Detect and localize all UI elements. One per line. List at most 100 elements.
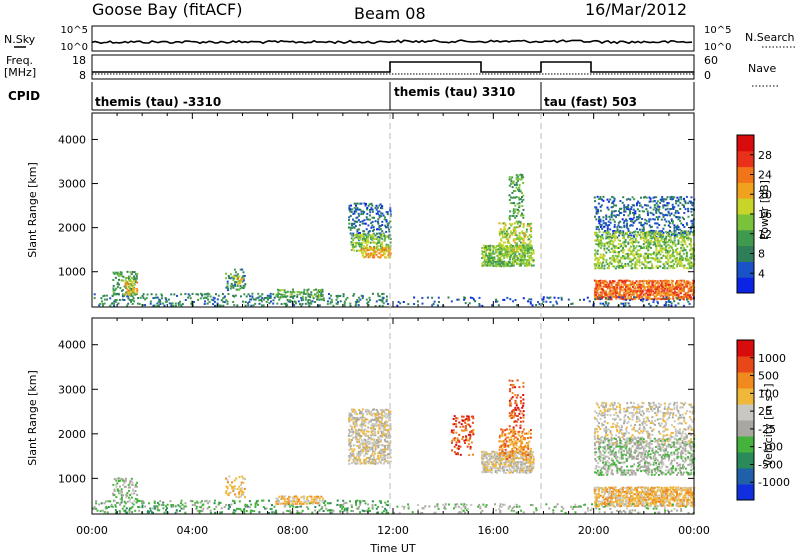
echo-cell [624, 210, 627, 213]
echo-cell [493, 260, 496, 263]
echo-cell [501, 222, 504, 225]
echo-cell [622, 196, 625, 199]
echo-cell [526, 249, 529, 252]
echo-cell [361, 450, 364, 453]
echo-cell [126, 270, 129, 273]
echo-cell [497, 254, 500, 257]
echo-cell [377, 420, 380, 423]
echo-cell [659, 202, 662, 204]
echo-cell [663, 239, 666, 242]
echo-cell [354, 500, 357, 503]
echo-cell [297, 500, 300, 503]
echo-cell [352, 416, 355, 419]
echo-cell [492, 259, 495, 262]
echo-cell [249, 509, 252, 512]
echo-cell [367, 409, 370, 412]
echo-cell [372, 462, 375, 465]
echo-cell [511, 253, 514, 256]
echo-cell [171, 302, 174, 305]
echo-cell [365, 450, 368, 453]
echo-cell [513, 196, 516, 199]
echo-cell [619, 287, 622, 290]
echo-cell [498, 448, 501, 451]
echo-cell [371, 423, 374, 425]
echo-cell [202, 507, 205, 510]
echo-cell [649, 267, 652, 270]
echo-cell [508, 463, 511, 466]
echo-cell [370, 254, 372, 256]
echo-cell [310, 500, 313, 503]
echo-cell [361, 441, 364, 443]
echo-cell [133, 275, 136, 278]
echo-cell [502, 246, 505, 249]
echo-cell [652, 281, 655, 284]
echo-cell [618, 226, 621, 229]
echo-cell [523, 256, 526, 259]
echo-cell [300, 299, 303, 302]
echo-cell [123, 299, 126, 301]
echo-cell [508, 199, 511, 201]
echo-cell [142, 501, 145, 504]
echo-cell [609, 218, 612, 221]
echo-cell [666, 287, 669, 290]
echo-cell [625, 298, 627, 301]
echo-cell [322, 297, 325, 300]
echo-cell [652, 231, 655, 234]
echo-cell [656, 205, 659, 208]
echo-cell [639, 245, 642, 248]
echo-cell [481, 461, 484, 464]
echo-cell [367, 434, 370, 437]
echo-cell [488, 459, 490, 461]
echo-cell [126, 494, 128, 497]
echo-cell [679, 232, 682, 235]
echo-cell [529, 464, 532, 467]
echo-cell [371, 238, 374, 241]
echo-cell [644, 235, 647, 238]
echo-cell [658, 244, 661, 247]
echo-cell [627, 206, 630, 209]
echo-cell [532, 249, 535, 252]
echo-cell [493, 246, 496, 249]
echo-cell [389, 237, 392, 240]
echo-cell [530, 227, 533, 229]
echo-cell [506, 459, 509, 462]
echo-cell [519, 457, 522, 460]
echo-cell [376, 412, 378, 415]
echo-cell [363, 202, 366, 205]
velocity-echoes [92, 379, 696, 514]
echo-cell [500, 444, 503, 447]
echo-cell [609, 298, 612, 301]
echo-cell [380, 235, 382, 238]
echo-cell [665, 231, 668, 233]
echo-cell [636, 283, 639, 286]
echo-cell [617, 292, 620, 295]
echo-cell [651, 298, 654, 301]
echo-cell [129, 283, 131, 286]
echo-cell [356, 413, 359, 416]
echo-cell [515, 469, 518, 472]
echo-cell [668, 220, 670, 223]
echo-cell [453, 423, 456, 426]
echo-cell [375, 300, 378, 303]
echo-cell [113, 289, 116, 292]
echo-cell [516, 238, 519, 241]
echo-cell [529, 301, 532, 303]
echo-cell [264, 507, 266, 510]
echo-cell [683, 197, 685, 200]
echo-cell [673, 196, 676, 199]
echo-cell [501, 254, 504, 257]
echo-cell [512, 300, 515, 303]
echo-cell [640, 196, 642, 199]
echo-cell [526, 262, 529, 265]
echo-cell [502, 458, 505, 460]
echo-cell [671, 288, 674, 290]
echo-cell [114, 276, 117, 279]
echo-cell [131, 303, 134, 305]
echo-cell [358, 452, 361, 455]
echo-cell [681, 283, 684, 286]
echo-cell [364, 424, 367, 427]
echo-cell [371, 254, 374, 257]
echo-cell [603, 267, 606, 270]
echo-cell [597, 239, 600, 242]
echo-cell [649, 237, 652, 240]
